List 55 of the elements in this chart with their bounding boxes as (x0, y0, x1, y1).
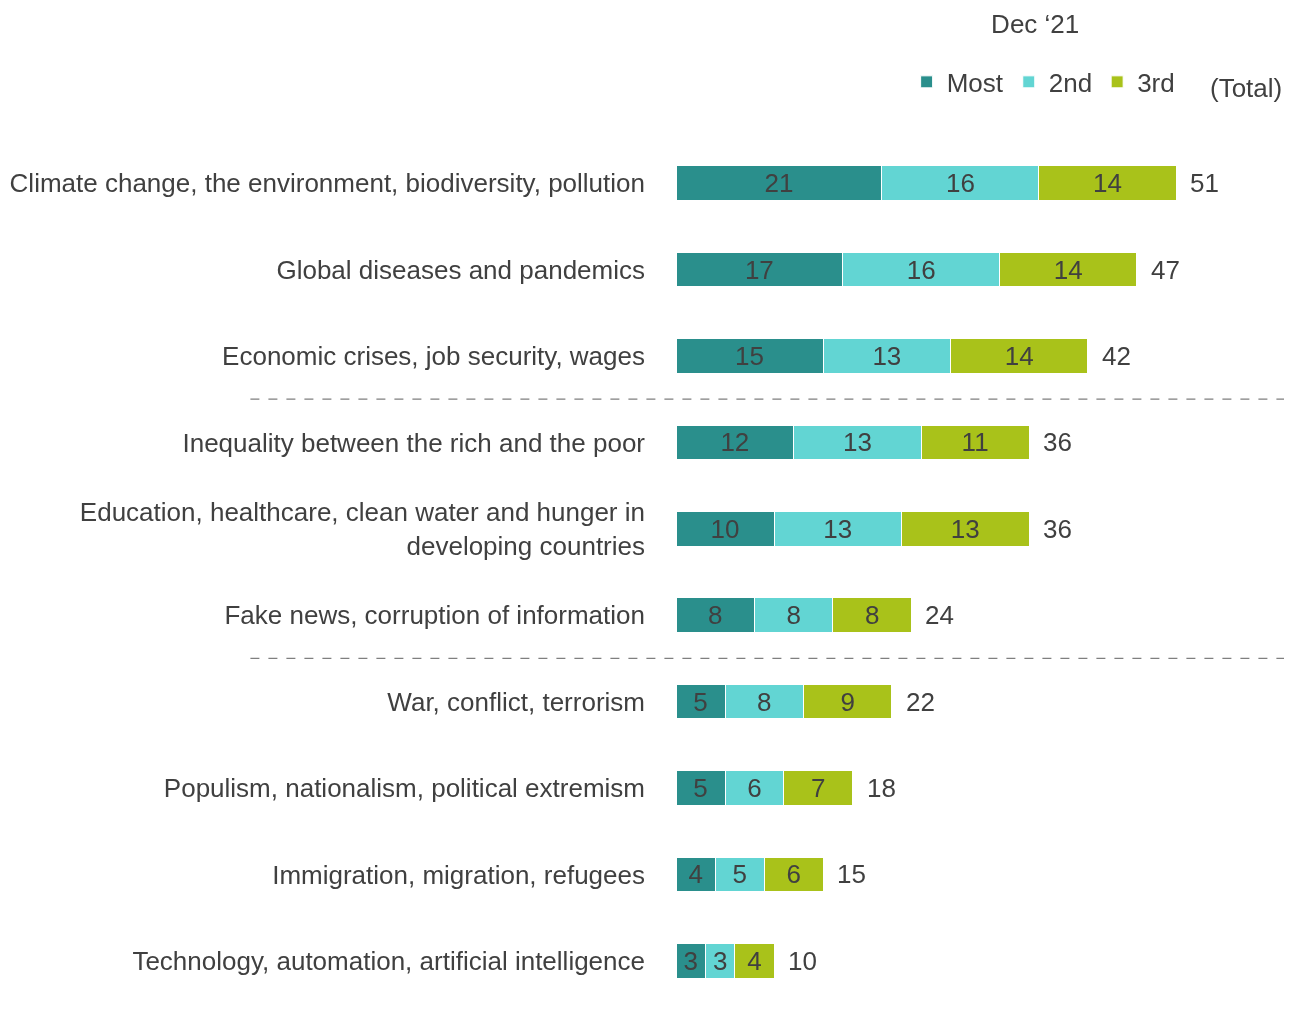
data-label: 11 (961, 427, 989, 458)
y-tick-label: Economic crises, job security, wages (222, 341, 645, 372)
total-label: 10 (788, 946, 817, 976)
y-tick-label: Fake news, corruption of information (224, 600, 645, 631)
data-label: 8 (786, 600, 801, 631)
data-label: 4 (688, 859, 703, 890)
data-label: 13 (842, 427, 872, 458)
legend-label: 3rd (1137, 67, 1175, 98)
data-label: 13 (872, 341, 902, 371)
data-label: 3 (683, 945, 698, 976)
total-label: 51 (1190, 168, 1219, 198)
y-tick-label: Education, healthcare, clean water and hunger in developing countries (79, 497, 645, 561)
total-label: 42 (1102, 341, 1131, 371)
y-tick-label: Global diseases and pandemics (276, 254, 645, 285)
data-label: 14 (1053, 254, 1083, 285)
data-label: 8 (864, 600, 880, 631)
total-label: 22 (906, 687, 935, 717)
y-tick-label: Climate change, the environment, biodiversity, pollution (9, 168, 645, 199)
total-label: 47 (1151, 255, 1180, 285)
data-label: 9 (840, 686, 855, 717)
data-label: 13 (950, 513, 980, 544)
data-label: 3 (712, 945, 728, 976)
total-label: 15 (837, 859, 866, 889)
y-tick-label: Populism, nationalism, political extremism (163, 773, 645, 804)
data-label: 4 (747, 945, 762, 976)
data-label: 15 (735, 341, 765, 371)
legend-label: Most (946, 67, 1004, 98)
data-label: 17 (744, 254, 774, 285)
data-label: 5 (693, 686, 708, 717)
data-label: 6 (786, 859, 801, 890)
data-label: 5 (732, 859, 747, 890)
data-label: 7 (810, 773, 826, 803)
total-label: 18 (867, 773, 896, 803)
data-label: 13 (823, 513, 853, 544)
data-label: 16 (945, 168, 975, 199)
total-label: 36 (1043, 427, 1072, 457)
data-label: 10 (710, 513, 740, 544)
chart-title: Dec ‘21 (991, 9, 1080, 40)
data-label: 16 (906, 254, 936, 285)
data-label: 5 (693, 773, 708, 803)
data-label: 6 (747, 773, 762, 803)
data-label: 8 (707, 600, 723, 631)
y-tick-label: Immigration, migration, refugees (272, 859, 645, 890)
data-label: 14 (1093, 168, 1122, 199)
y-tick-label: Technology, automation, artificial intelligence (132, 945, 645, 976)
text: (Total) (1210, 73, 1283, 103)
legend-label: 2nd (1048, 67, 1093, 98)
data-label: 21 (764, 168, 794, 199)
y-tick-label: Inequality between the rich and the poor (182, 427, 646, 458)
data-label: 8 (757, 686, 772, 717)
data-label: 12 (720, 427, 750, 458)
y-tick-label: War, conflict, terrorism (387, 686, 645, 717)
total-label: 36 (1043, 514, 1072, 544)
total-label: 24 (925, 600, 954, 630)
data-label: 14 (1004, 341, 1034, 371)
